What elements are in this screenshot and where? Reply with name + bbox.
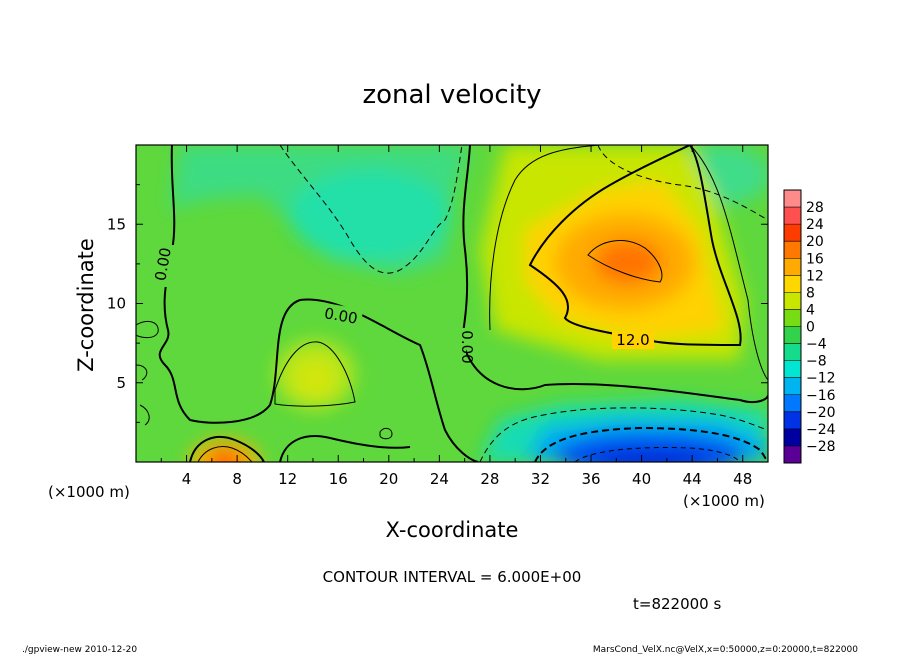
x-tick-label: 24	[430, 470, 449, 488]
colorbar-label: −4	[806, 337, 827, 353]
colorbar-label: −24	[806, 422, 836, 438]
contour-neg-eighteen-bottom	[574, 447, 741, 462]
colorbar-segment	[784, 275, 801, 293]
colorbar-label: −16	[806, 388, 836, 404]
colorbar-segment	[784, 241, 801, 259]
contour-label: 12.0	[616, 331, 649, 349]
contour-six-warm	[489, 145, 768, 381]
colorbar-label: 28	[806, 200, 824, 216]
colorbar-segment	[784, 190, 801, 208]
colorbar-label: −20	[806, 405, 836, 421]
jet-lower-left-core	[207, 450, 243, 462]
colorbar-label: −12	[806, 371, 836, 387]
x-tick-label: 44	[683, 470, 702, 488]
contour-wiggle-left-low	[136, 364, 150, 426]
x-tick-label: 12	[278, 470, 297, 488]
colorbar-segment	[784, 326, 801, 345]
cyan-core-top	[290, 170, 450, 260]
colorbar-segment	[784, 309, 801, 327]
colorbar-segment	[784, 411, 801, 430]
x-unit-label-right: (×1000 m)	[683, 492, 765, 510]
colorbar-segment	[784, 394, 801, 413]
colorbar-segment	[784, 207, 801, 225]
x-tick-label: 36	[581, 470, 600, 488]
contour-zero-lower-left	[189, 436, 265, 462]
x-tick-label: 8	[232, 470, 242, 488]
chart-title: zonal velocity	[362, 80, 541, 110]
contour-neg-six-right	[597, 145, 768, 221]
x-tick-label: 20	[379, 470, 398, 488]
colorbar-segment	[784, 343, 801, 362]
x-tick-label: 4	[182, 470, 192, 488]
contour-label: 0.00	[458, 330, 476, 363]
x-tick-label: 40	[632, 470, 651, 488]
blue-core-bottom	[555, 433, 745, 462]
y-tick-label: 15	[107, 215, 126, 233]
colorbar-label: 8	[806, 285, 815, 301]
time-label: t=822000 s	[633, 595, 721, 613]
contour-label-mask-2	[448, 328, 466, 370]
contour-label-mask-4	[612, 331, 654, 349]
colorbar-segment	[784, 445, 801, 464]
colorbar-label: 4	[806, 302, 815, 318]
x-tick-label: 28	[480, 470, 499, 488]
contour-wiggle-left	[136, 321, 159, 339]
footer-left: ./gpview-new 2010-12-20	[22, 645, 137, 654]
footer-right: MarsCond_VelX.nc@VelX,x=0:50000,z=0:2000…	[593, 645, 858, 654]
bulge-core	[293, 358, 337, 398]
x-unit-label-left: (×1000 m)	[48, 483, 130, 501]
colorbar-segment	[784, 360, 801, 379]
contours	[136, 145, 768, 462]
x-tick-label: 16	[329, 470, 348, 488]
colorbar-label: 16	[806, 251, 824, 267]
contour-interval-label: CONTOUR INTERVAL = 6.000E+00	[323, 568, 582, 586]
colorbar-segment	[784, 292, 801, 310]
contour-zero-mid	[460, 145, 768, 404]
y-tick-label: 10	[107, 295, 126, 313]
contour-neg-six-top	[279, 145, 463, 274]
y-axis-label: Z-coordinate	[74, 238, 98, 372]
contour-eighteen	[587, 240, 663, 283]
colorbar-label: 24	[806, 217, 824, 233]
contour-six-jet	[197, 446, 253, 462]
contour-six-left-bulge	[274, 341, 356, 407]
colorbar-label: 20	[806, 234, 824, 250]
warm-peak	[594, 240, 662, 284]
colorbar-label: −8	[806, 354, 827, 370]
blue-core-peak	[590, 452, 710, 462]
colorbar-label: −28	[806, 439, 836, 455]
x-axis-label: X-coordinate	[386, 518, 519, 542]
x-tick-label: 48	[733, 470, 752, 488]
colorbar-segment	[784, 377, 801, 396]
field-shading	[170, 145, 768, 462]
contour-neg-six-bottom	[479, 407, 768, 462]
colorbar-segment	[784, 258, 801, 276]
colorbar-segment	[784, 428, 801, 447]
colorbar-segment	[784, 224, 801, 242]
contour-label-mask-3	[160, 245, 178, 287]
velocity-field	[136, 145, 768, 462]
contour-zero-lower-mid	[279, 435, 411, 462]
contour-neg-twelve-bottom	[534, 426, 768, 462]
y-tick-label: 5	[116, 374, 126, 392]
contour-twelve	[528, 145, 742, 347]
colorbar-label: 12	[806, 268, 824, 284]
contour-label-mask-1	[320, 302, 364, 328]
contour-label: 0.00	[151, 246, 175, 282]
x-tick-label: 32	[531, 470, 550, 488]
contour-label: 0.00	[323, 304, 359, 328]
colorbar-label: 0	[806, 320, 815, 336]
contour-small-blob	[379, 427, 393, 440]
